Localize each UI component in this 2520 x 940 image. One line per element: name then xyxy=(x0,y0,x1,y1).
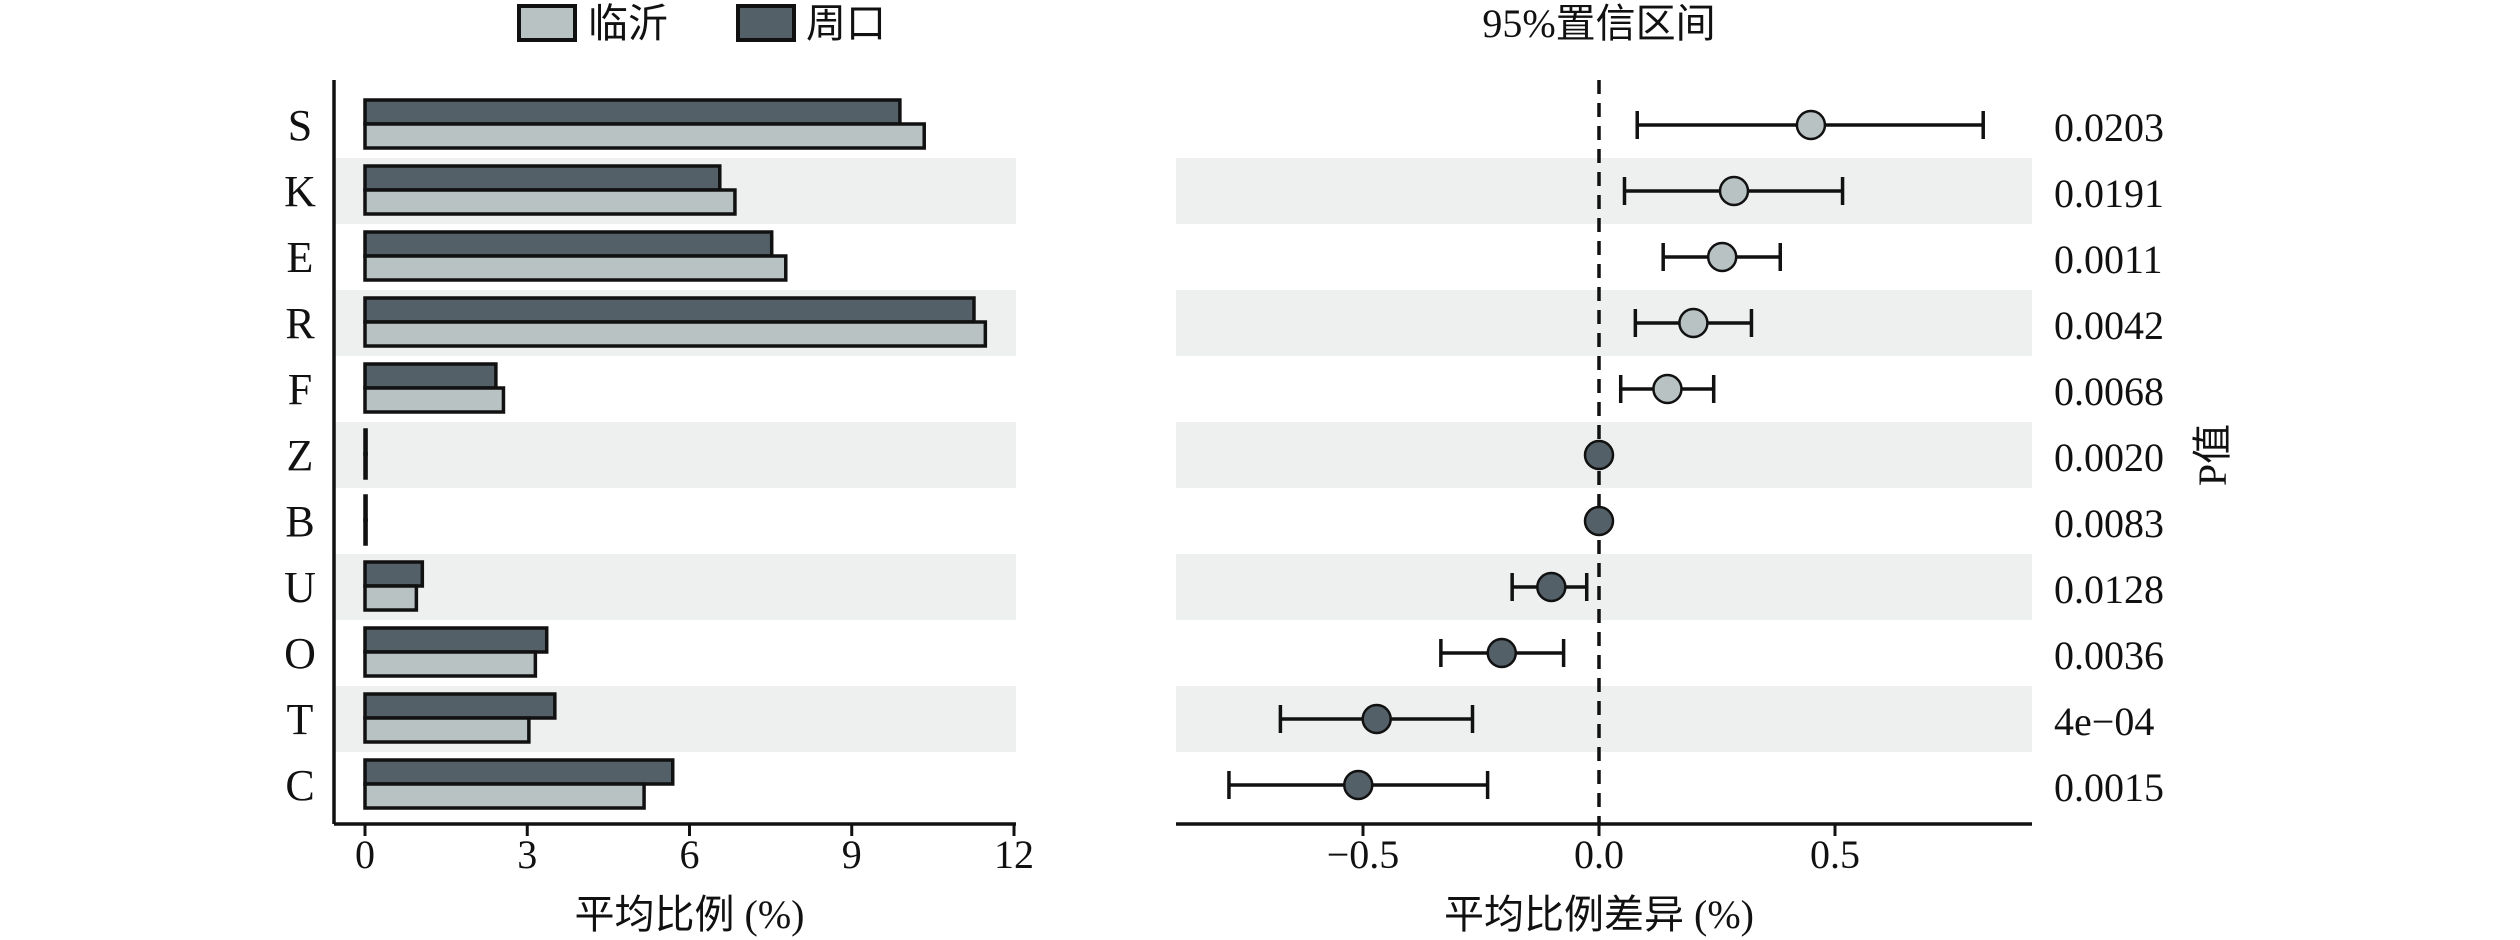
x-axis-title-left: 平均比例 (%) xyxy=(575,892,805,937)
p-value-label: 0.0191 xyxy=(2054,171,2164,216)
bar-zhoukou xyxy=(363,428,368,456)
category-label: T xyxy=(287,695,314,744)
p-value-label: 0.0011 xyxy=(2054,237,2163,282)
x-tick-label-left: 9 xyxy=(842,832,862,877)
p-value-label: 4e−04 xyxy=(2054,699,2154,744)
bar-zhoukou xyxy=(363,692,557,720)
p-value-label: 0.0068 xyxy=(2054,369,2164,414)
row-stripe-right xyxy=(1176,290,2032,356)
p-value-label: 0.0015 xyxy=(2054,765,2164,810)
p-value-label: 0.0203 xyxy=(2054,105,2164,150)
row-stripe-left xyxy=(334,554,1016,620)
bar-linyi xyxy=(363,584,419,612)
category-label: Z xyxy=(287,431,314,480)
category-label: F xyxy=(288,365,312,414)
category-label: S xyxy=(288,101,312,150)
x-tick-label-left: 3 xyxy=(517,832,537,877)
estimate-point xyxy=(1678,307,1709,339)
estimate-point xyxy=(1536,571,1567,603)
legend-label-linyi: 临沂 xyxy=(588,1,668,46)
row-stripe-left xyxy=(334,422,1016,488)
bar-zhoukou xyxy=(363,164,722,192)
category-label: B xyxy=(285,497,314,546)
row-stripe-right xyxy=(1176,554,2032,620)
legend-swatch-linyi xyxy=(517,4,577,42)
estimate-point xyxy=(1706,241,1738,273)
p-value-label: 0.0083 xyxy=(2054,501,2164,546)
bar-linyi xyxy=(363,716,531,744)
p-value-label: 0.0128 xyxy=(2054,567,2164,612)
bar-linyi xyxy=(363,650,538,678)
estimate-point xyxy=(1361,703,1392,735)
estimate-point xyxy=(1583,505,1615,537)
bar-linyi xyxy=(363,320,988,348)
category-label: E xyxy=(287,233,314,282)
x-tick-label-right: −0.5 xyxy=(1327,832,1400,877)
bar-linyi xyxy=(363,518,368,546)
bar-zhoukou xyxy=(363,494,368,522)
p-value-label: 0.0042 xyxy=(2054,303,2164,348)
category-label: K xyxy=(284,167,316,216)
estimate-point xyxy=(1795,109,1827,141)
category-label: O xyxy=(284,629,316,678)
bar-linyi xyxy=(363,254,788,282)
bar-zhoukou xyxy=(363,758,675,786)
x-tick-label-left: 6 xyxy=(680,832,700,877)
category-label: C xyxy=(285,761,314,810)
x-tick-label-left: 0 xyxy=(355,832,375,877)
estimate-point xyxy=(1343,769,1374,801)
category-label: U xyxy=(284,563,316,612)
bar-zhoukou xyxy=(363,560,425,588)
row-stripe-right xyxy=(1176,158,2032,224)
bar-linyi xyxy=(363,188,737,216)
p-value-label: 0.0036 xyxy=(2054,633,2164,678)
bar-linyi xyxy=(363,122,926,150)
bar-linyi xyxy=(363,782,646,810)
bar-zhoukou xyxy=(363,296,976,324)
category-label: R xyxy=(285,299,315,348)
legend: 临沂 周口 xyxy=(517,1,886,46)
x-tick-label-right: 0.0 xyxy=(1574,832,1624,877)
estimate-point xyxy=(1583,439,1615,471)
x-tick-label-left: 12 xyxy=(994,832,1034,877)
legend-swatch-zhoukou xyxy=(736,4,796,42)
p-value-label: 0.0020 xyxy=(2054,435,2164,480)
bar-linyi xyxy=(363,386,506,414)
bar-zhoukou xyxy=(363,230,774,258)
legend-label-zhoukou: 周口 xyxy=(806,1,886,46)
estimate-point xyxy=(1718,175,1750,207)
bar-zhoukou xyxy=(363,362,498,390)
ci-title: 95%置信区间 xyxy=(1482,1,1715,46)
estimate-point xyxy=(1486,637,1518,669)
x-axis-title-right: 平均比例差异 (%) xyxy=(1444,892,1754,937)
bar-linyi xyxy=(363,452,368,480)
x-tick-label-right: 0.5 xyxy=(1810,832,1860,877)
bar-zhoukou xyxy=(363,98,902,126)
bar-zhoukou xyxy=(363,626,549,654)
p-value-axis-title: P值 xyxy=(2190,424,2235,486)
estimate-point xyxy=(1652,373,1683,405)
